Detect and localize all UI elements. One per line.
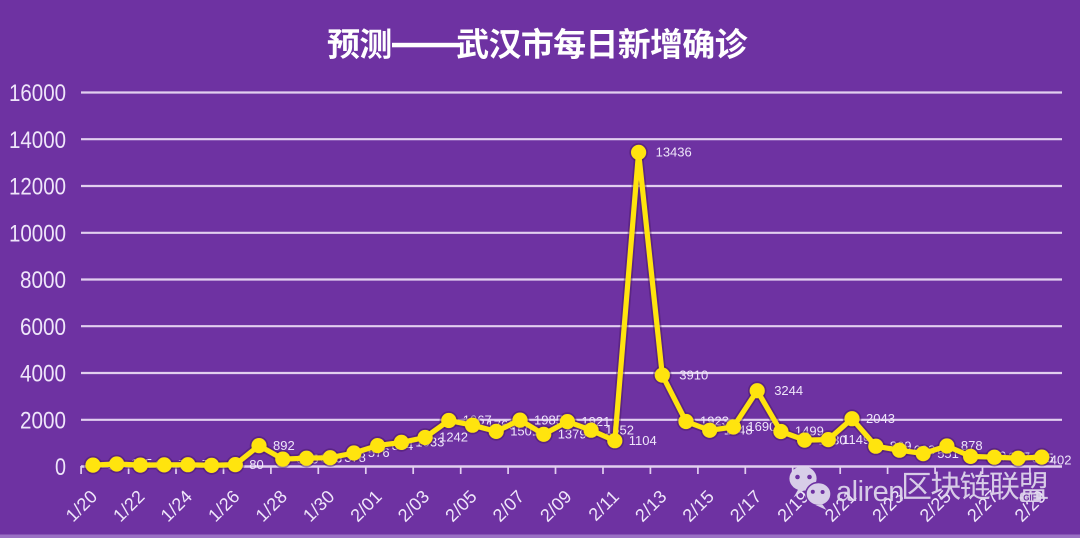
svg-text:892: 892 bbox=[273, 438, 295, 453]
svg-text:6000: 6000 bbox=[20, 314, 66, 341]
svg-text:4000: 4000 bbox=[20, 361, 66, 388]
svg-text:GIF: GIF bbox=[1023, 493, 1036, 502]
svg-text:3244: 3244 bbox=[774, 383, 803, 398]
svg-text:3910: 3910 bbox=[679, 367, 708, 382]
svg-text:0: 0 bbox=[55, 454, 66, 481]
svg-text:1242: 1242 bbox=[439, 430, 468, 445]
svg-text:10000: 10000 bbox=[9, 220, 66, 247]
svg-text:16000: 16000 bbox=[9, 80, 66, 107]
svg-text:2000: 2000 bbox=[20, 407, 66, 434]
svg-text:1985: 1985 bbox=[534, 412, 563, 427]
svg-text:8000: 8000 bbox=[20, 267, 66, 294]
svg-text:aliren: aliren bbox=[836, 476, 904, 508]
svg-text:1690: 1690 bbox=[747, 419, 776, 434]
svg-text:1104: 1104 bbox=[629, 433, 657, 448]
svg-text:12000: 12000 bbox=[9, 174, 66, 201]
svg-text:2043: 2043 bbox=[866, 411, 895, 426]
svg-text:13436: 13436 bbox=[656, 145, 692, 160]
svg-text:402: 402 bbox=[1050, 453, 1072, 468]
svg-text:14000: 14000 bbox=[9, 127, 66, 154]
svg-text:878: 878 bbox=[961, 438, 983, 453]
svg-text:1379: 1379 bbox=[558, 427, 587, 442]
svg-text:80: 80 bbox=[249, 457, 263, 472]
